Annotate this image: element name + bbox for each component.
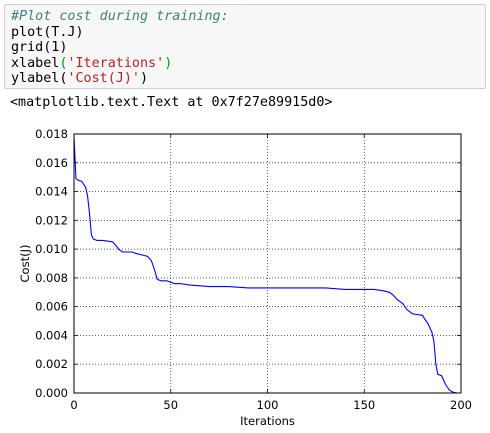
axis-ticks: 0 50 100 150 200 0.000 0.002 0.004 0.006 0.008 0.0… (35, 127, 472, 412)
y-tick-label: 0.004 (35, 328, 68, 342)
code-token: ) (164, 55, 173, 71)
y-tick-label: 0.016 (35, 156, 68, 170)
code-line: ylabel('Cost(J)') (11, 71, 479, 87)
y-tick-label: 0.012 (35, 213, 68, 227)
x-axis-label: Iterations (240, 414, 295, 428)
y-tick-label: 0.002 (35, 357, 68, 371)
x-tick-label: 150 (353, 398, 375, 412)
y-tick-label: 0.008 (35, 271, 68, 285)
code-line: grid(1) (11, 40, 479, 56)
code-token: plot(T.J) (11, 24, 84, 40)
output-text: <matplotlib.text.Text at 0x7f27e89915d0> (10, 95, 333, 110)
code-token: ylabel( (11, 71, 68, 87)
code-token: 'Cost(J)' (67, 71, 140, 87)
code-line: plot(T.J) (11, 25, 479, 41)
grid-lines (73, 133, 462, 394)
y-axis-label: Cost(J) (18, 245, 32, 283)
y-tick-label: 0.014 (35, 185, 68, 199)
code-line: xlabel('Iterations') (11, 56, 479, 72)
y-tick-label: 0.018 (35, 127, 68, 141)
y-tick-label: 0.006 (35, 300, 68, 314)
x-tick-label: 100 (257, 398, 279, 412)
cost-series-line (73, 136, 461, 394)
y-tick-label: 0.000 (35, 386, 68, 400)
code-token: ) (140, 71, 149, 87)
y-tick-label: 0.010 (35, 242, 68, 256)
code-token: 'Iterations' (67, 55, 165, 71)
code-token: #Plot cost during training: (11, 9, 229, 24)
x-tick-label: 200 (450, 398, 472, 412)
x-tick-label: 0 (70, 398, 77, 412)
code-token: grid(1) (11, 40, 68, 56)
code-cell-input[interactable]: #Plot cost during training: plot(T.J) grid… (4, 4, 486, 89)
x-tick-label: 50 (163, 398, 178, 412)
code-token: ( (59, 55, 68, 71)
code-line: #Plot cost during training: (11, 9, 479, 25)
code-token: xlabel (11, 55, 60, 71)
